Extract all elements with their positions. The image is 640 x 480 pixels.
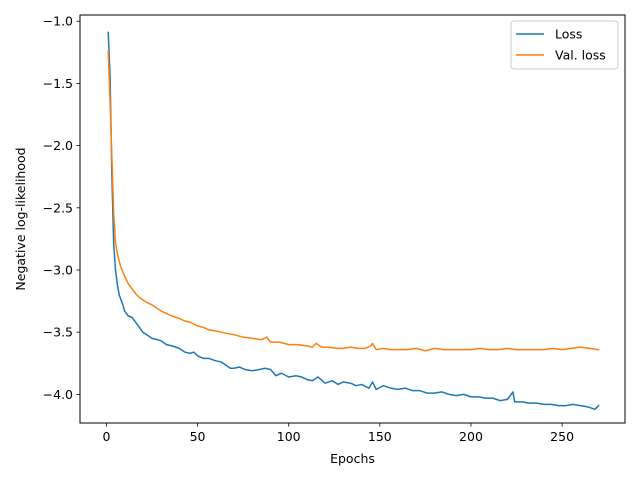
x-tick-label: 150	[368, 429, 392, 444]
legend-label-val-loss: Val. loss	[555, 48, 606, 63]
y-tick-label: −2.5	[43, 200, 73, 215]
y-axis-label: Negative log-likelihood	[13, 147, 28, 290]
y-tick-label: −2.0	[43, 138, 73, 153]
y-tick-label: −3.0	[43, 263, 73, 278]
y-tick-label: −3.5	[43, 325, 73, 340]
x-tick-label: 200	[459, 429, 483, 444]
x-tick-label: 0	[102, 429, 110, 444]
legend: Loss Val. loss	[510, 20, 619, 70]
series-line-loss	[107, 31, 600, 411]
y-tick-label: −1.0	[43, 14, 73, 29]
legend-box	[510, 20, 619, 70]
x-axis-label: Epochs	[330, 451, 375, 466]
x-tick-label: 50	[190, 429, 206, 444]
axes-frame	[79, 14, 626, 424]
x-tick-label: 250	[550, 429, 574, 444]
plot-area	[107, 31, 600, 411]
legend-label-loss: Loss	[555, 27, 582, 42]
x-tick-label: 100	[277, 429, 301, 444]
series-line-val-loss	[107, 50, 600, 352]
axis-ticks: 0 50 100 150 200 250 −4.0 −3.5 −3.0 −2.5 −2.0 −1.5 −…	[43, 14, 574, 444]
y-tick-label: −4.0	[43, 387, 73, 402]
y-tick-label: −1.5	[43, 76, 73, 91]
